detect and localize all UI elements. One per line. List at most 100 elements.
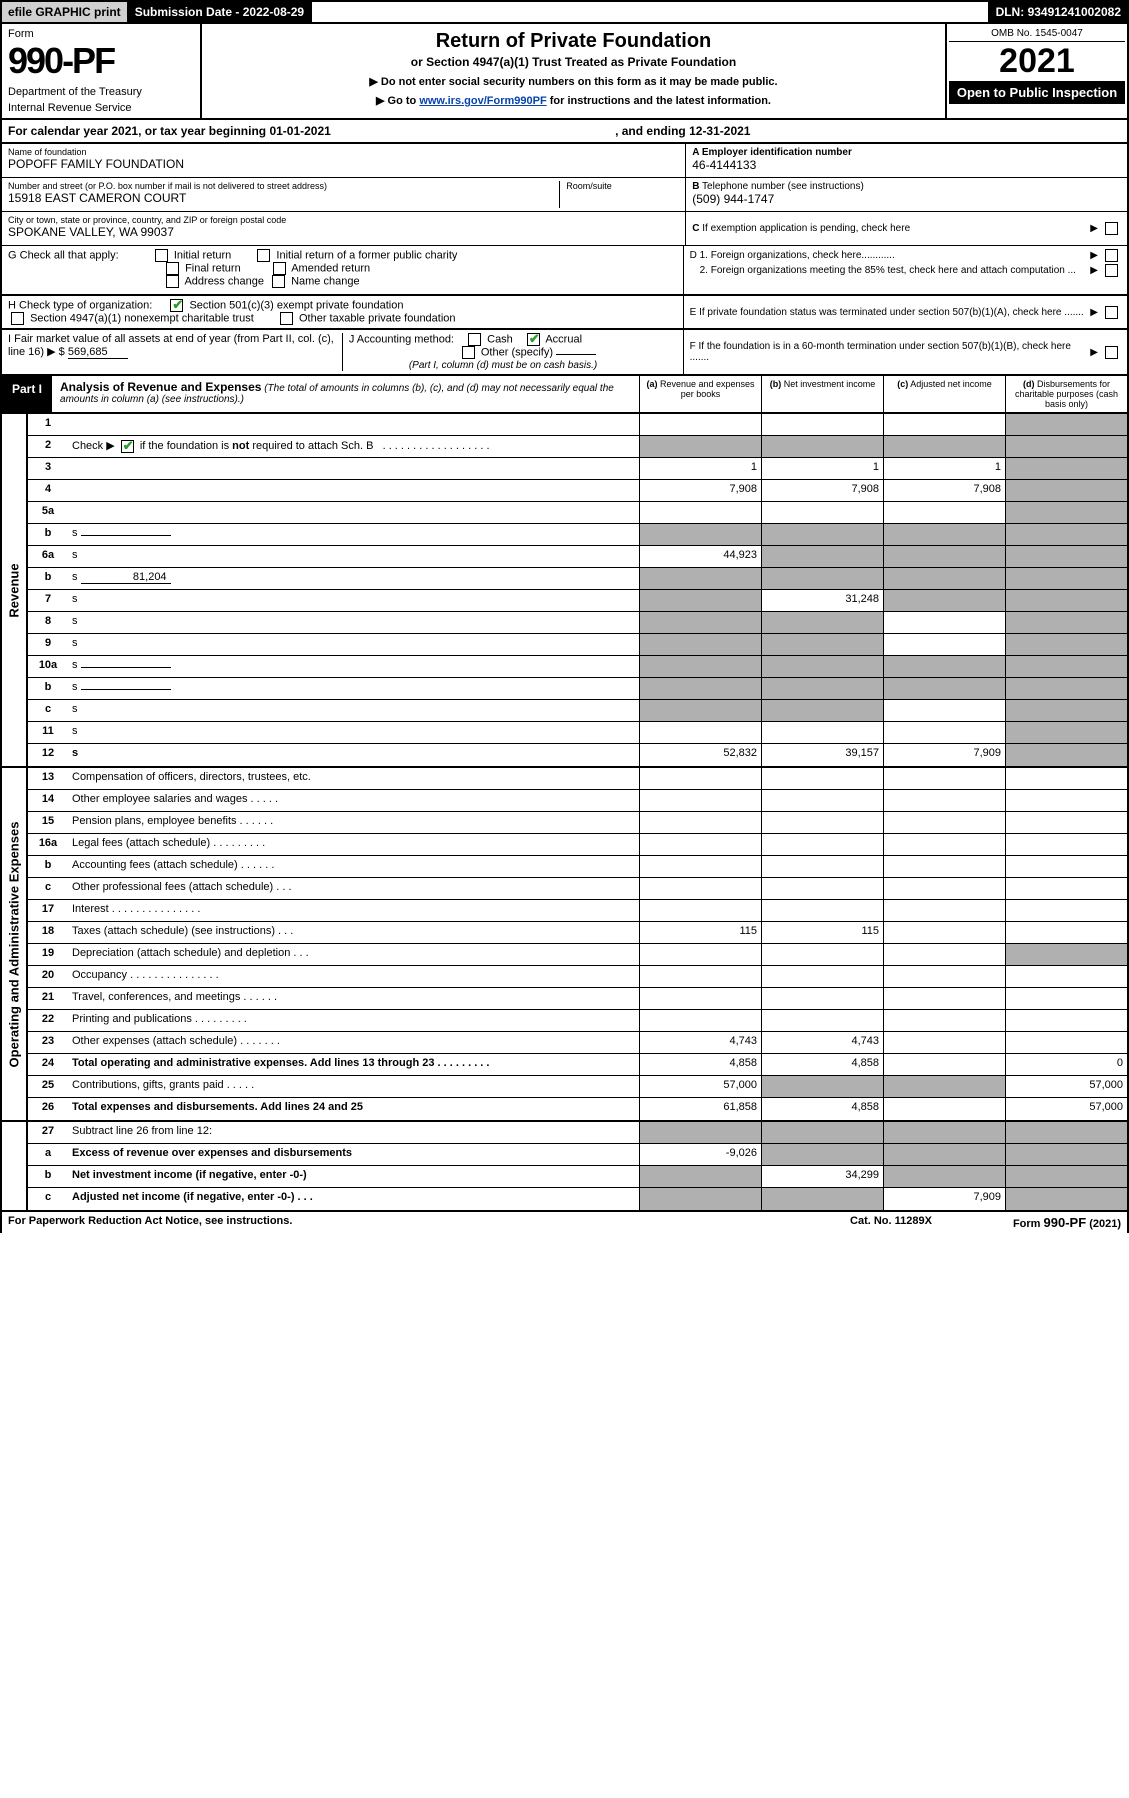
line-desc: Contributions, gifts, grants paid . . . …	[68, 1076, 639, 1097]
street-address: 15918 EAST CAMERON COURT	[8, 191, 559, 205]
expenses-section: Operating and Administrative Expenses 13…	[0, 768, 1129, 1122]
cell-shaded	[761, 1144, 883, 1165]
line-num: 18	[28, 922, 68, 943]
cell-value: 1	[761, 458, 883, 479]
cell-value	[639, 812, 761, 833]
line-num: 12	[28, 744, 68, 766]
line-desc: s 81,204	[68, 568, 639, 589]
cell-shaded	[883, 590, 1005, 611]
line-num: c	[28, 1188, 68, 1210]
form-link[interactable]: www.irs.gov/Form990PF	[419, 95, 546, 107]
table-row: c Other professional fees (attach schedu…	[28, 878, 1127, 900]
cell-value	[639, 966, 761, 987]
top-bar: efile GRAPHIC print Submission Date - 20…	[0, 0, 1129, 24]
cell-shaded	[761, 436, 883, 457]
checkbox-schb[interactable]	[121, 440, 134, 453]
line-desc: s	[68, 524, 639, 545]
cell-value	[883, 700, 1005, 721]
line-num: 27	[28, 1122, 68, 1143]
table-row: 1	[28, 414, 1127, 436]
cell-shaded	[1005, 678, 1127, 699]
arrow-icon: ▶	[1090, 223, 1098, 234]
cell-shaded	[1005, 744, 1127, 766]
cell-value	[761, 812, 883, 833]
col-b-header: (b) Net investment income	[761, 376, 883, 412]
cell-shaded	[761, 1188, 883, 1210]
cell-value	[761, 856, 883, 877]
col-d-header: (d) Disbursements for charitable purpose…	[1005, 376, 1127, 412]
line-num: 10a	[28, 656, 68, 677]
checkbox-amended[interactable]	[273, 262, 286, 275]
cell-value	[883, 722, 1005, 743]
cell-shaded	[761, 700, 883, 721]
checkbox-other[interactable]	[462, 346, 475, 359]
line-num: 3	[28, 458, 68, 479]
cell-value	[1005, 768, 1127, 789]
table-row: 27 Subtract line 26 from line 12:	[28, 1122, 1127, 1144]
checkbox-f[interactable]	[1105, 346, 1118, 359]
table-row: 9 s	[28, 634, 1127, 656]
line-desc: Occupancy . . . . . . . . . . . . . . .	[68, 966, 639, 987]
part1-label: Part I	[2, 376, 52, 412]
cell-value	[883, 966, 1005, 987]
cell-value	[761, 1010, 883, 1031]
line-num: 16a	[28, 834, 68, 855]
cell-shaded	[761, 634, 883, 655]
line-desc	[68, 480, 639, 501]
col-a-header: (a) Revenue and expenses per books	[639, 376, 761, 412]
checkbox-e[interactable]	[1105, 306, 1118, 319]
cell-shaded	[1005, 546, 1127, 567]
cell-value: 57,000	[1005, 1076, 1127, 1097]
phone-cell: B Telephone number (see instructions) (5…	[686, 178, 1127, 212]
cell-value	[761, 900, 883, 921]
cell-value	[883, 1032, 1005, 1053]
cell-value: 52,832	[639, 744, 761, 766]
cell-value	[639, 878, 761, 899]
cell-value	[639, 944, 761, 965]
table-row: 15 Pension plans, employee benefits . . …	[28, 812, 1127, 834]
checkbox-d2[interactable]	[1105, 264, 1118, 277]
line-desc: s	[68, 744, 639, 766]
cell-shaded	[1005, 414, 1127, 435]
checkbox-accrual[interactable]	[527, 333, 540, 346]
line-num: 13	[28, 768, 68, 789]
line-desc	[68, 414, 639, 435]
cell-value	[1005, 1010, 1127, 1031]
cell-value	[639, 988, 761, 1009]
cell-shaded	[883, 1122, 1005, 1143]
cell-value	[883, 634, 1005, 655]
cell-value: 7,908	[883, 480, 1005, 501]
cell-value: -9,026	[639, 1144, 761, 1165]
line-num: b	[28, 568, 68, 589]
checkbox-final-return[interactable]	[166, 262, 179, 275]
checkbox-4947[interactable]	[11, 312, 24, 325]
checkbox-initial-return[interactable]	[155, 249, 168, 262]
cell-shaded	[639, 700, 761, 721]
checkbox-501c3[interactable]	[170, 299, 183, 312]
cell-shaded	[639, 612, 761, 633]
cell-value	[1005, 900, 1127, 921]
checkbox-other-taxable[interactable]	[280, 312, 293, 325]
cell-value	[883, 900, 1005, 921]
cell-value: 115	[761, 922, 883, 943]
cell-value	[883, 1010, 1005, 1031]
form-title: Return of Private Foundation	[208, 30, 939, 53]
checkbox-cash[interactable]	[468, 333, 481, 346]
checkbox-d1[interactable]	[1105, 249, 1118, 262]
checkbox-address-change[interactable]	[166, 275, 179, 288]
table-row: 2 Check ▶ if the foundation is not requi…	[28, 436, 1127, 458]
cell-shaded	[639, 590, 761, 611]
table-row: 7 s 31,248	[28, 590, 1127, 612]
cell-value	[761, 944, 883, 965]
row-ijf: I Fair market value of all assets at end…	[0, 330, 1129, 376]
cell-value	[1005, 812, 1127, 833]
checkbox-name-change[interactable]	[272, 275, 285, 288]
table-row: 20 Occupancy . . . . . . . . . . . . . .…	[28, 966, 1127, 988]
cell-value	[883, 878, 1005, 899]
cell-shaded	[639, 1122, 761, 1143]
cell-shaded	[639, 678, 761, 699]
line27-section: 27 Subtract line 26 from line 12: a Exce…	[0, 1122, 1129, 1212]
checkbox-initial-former[interactable]	[257, 249, 270, 262]
cell-shaded	[639, 524, 761, 545]
checkbox-c[interactable]	[1105, 222, 1118, 235]
